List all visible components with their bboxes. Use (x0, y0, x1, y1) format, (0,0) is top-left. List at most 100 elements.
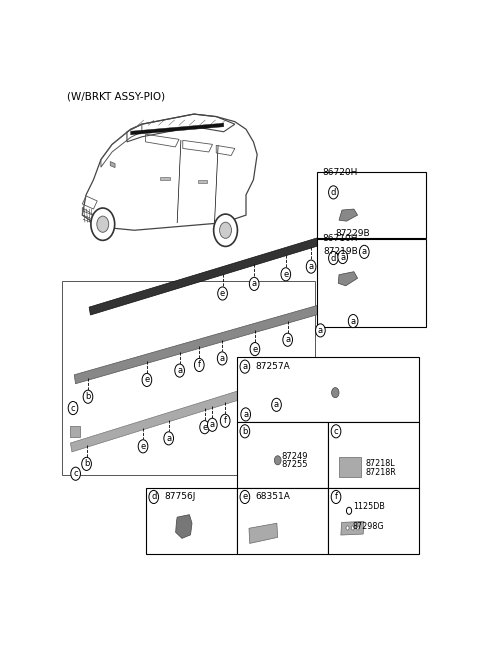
Circle shape (272, 398, 281, 411)
Circle shape (240, 491, 250, 504)
Polygon shape (249, 523, 277, 543)
Circle shape (249, 277, 259, 291)
Polygon shape (176, 515, 192, 539)
Text: a: a (242, 362, 248, 371)
Text: 68351A: 68351A (255, 493, 290, 501)
Text: 87756J: 87756J (164, 493, 195, 501)
Circle shape (164, 432, 174, 445)
Circle shape (281, 268, 290, 281)
Bar (339, 457, 361, 477)
Circle shape (347, 507, 352, 514)
Circle shape (331, 491, 341, 504)
Circle shape (250, 342, 260, 356)
Text: a: a (177, 366, 182, 375)
Text: a: a (340, 253, 345, 262)
Circle shape (214, 214, 238, 247)
Circle shape (83, 390, 93, 403)
Bar (237, 422, 328, 488)
Circle shape (219, 222, 231, 238)
Circle shape (200, 420, 209, 434)
Circle shape (194, 358, 204, 371)
Polygon shape (341, 522, 364, 535)
Text: a: a (309, 262, 313, 271)
Text: e: e (252, 344, 258, 354)
Text: a: a (166, 434, 171, 443)
Circle shape (315, 324, 325, 337)
Bar (328, 422, 419, 488)
Polygon shape (131, 123, 224, 134)
Text: f: f (335, 493, 337, 501)
Text: f: f (224, 417, 227, 425)
Text: 87218L: 87218L (365, 459, 395, 468)
Text: a: a (252, 279, 257, 289)
Circle shape (138, 440, 148, 453)
Text: a: a (274, 400, 279, 409)
Circle shape (338, 251, 348, 264)
Text: e: e (220, 289, 225, 298)
Text: 86720H: 86720H (322, 168, 358, 177)
Circle shape (97, 216, 109, 232)
Text: c: c (71, 403, 75, 413)
Circle shape (142, 373, 152, 386)
Text: 87249: 87249 (281, 452, 308, 461)
Circle shape (332, 388, 339, 398)
Text: 87257A: 87257A (255, 362, 290, 371)
Text: a: a (350, 317, 356, 325)
Text: 86710H: 86710H (322, 234, 358, 243)
Text: 87219B: 87219B (324, 247, 358, 255)
Circle shape (346, 526, 349, 530)
Text: a: a (220, 354, 225, 363)
Polygon shape (338, 272, 358, 286)
Polygon shape (110, 161, 115, 168)
Bar (160, 176, 170, 180)
Text: 87218R: 87218R (365, 468, 396, 477)
Circle shape (175, 364, 184, 377)
Circle shape (218, 287, 228, 300)
Text: a: a (285, 335, 290, 344)
Polygon shape (339, 209, 358, 221)
Circle shape (275, 456, 281, 465)
Text: f: f (198, 360, 201, 369)
Circle shape (306, 260, 316, 273)
Circle shape (220, 414, 230, 427)
Text: c: c (73, 469, 78, 478)
Bar (328, 488, 419, 554)
Text: d: d (331, 253, 336, 262)
Text: 87255: 87255 (281, 460, 308, 469)
Circle shape (240, 360, 250, 373)
Polygon shape (89, 211, 407, 315)
Bar (71, 426, 80, 438)
Circle shape (68, 401, 78, 415)
Polygon shape (71, 363, 329, 452)
Polygon shape (74, 281, 403, 384)
Circle shape (149, 491, 158, 504)
Text: e: e (144, 375, 150, 384)
Text: d: d (331, 188, 336, 197)
Bar (237, 357, 419, 422)
Text: e: e (283, 270, 288, 279)
Text: e: e (141, 442, 145, 451)
Circle shape (331, 424, 341, 438)
Text: d: d (151, 493, 156, 501)
Circle shape (348, 314, 358, 327)
Text: e: e (202, 422, 207, 432)
Text: b: b (242, 427, 248, 436)
Bar (317, 172, 426, 238)
Text: b: b (85, 392, 91, 401)
Circle shape (217, 352, 227, 365)
Circle shape (241, 408, 251, 421)
Circle shape (329, 186, 338, 199)
Circle shape (71, 467, 81, 480)
Text: c: c (334, 427, 338, 436)
Bar (317, 239, 426, 327)
Text: b: b (84, 459, 89, 468)
Circle shape (351, 526, 354, 530)
Circle shape (360, 245, 369, 258)
Circle shape (82, 457, 91, 470)
Circle shape (283, 333, 292, 346)
Text: e: e (242, 493, 248, 501)
Text: a: a (243, 410, 248, 419)
Circle shape (357, 526, 360, 530)
Text: 1125DB: 1125DB (353, 502, 384, 511)
Text: 87229B: 87229B (335, 229, 370, 237)
